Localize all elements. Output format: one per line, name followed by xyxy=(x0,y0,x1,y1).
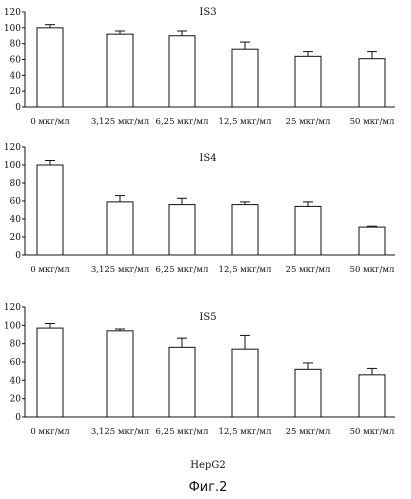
y-tick-label: 100 xyxy=(4,24,21,34)
y-tick-label: 120 xyxy=(4,8,21,18)
y-tick-label: 20 xyxy=(10,395,22,405)
bar xyxy=(232,205,258,255)
category-label: 50 мкг/мл xyxy=(350,265,395,275)
category-label: 25 мкг/мл xyxy=(286,427,331,437)
y-tick-label: 120 xyxy=(4,143,21,153)
chart-panel-is4: IS4 0 20 40 60 80 100 120 0 мкг/мл 3,125 мкг/мл 6,… xyxy=(4,143,395,275)
bar xyxy=(232,49,258,107)
y-tick-label: 40 xyxy=(10,215,22,225)
bar xyxy=(295,56,321,107)
chart-panel-is5: IS5 0 20 40 60 80 100 120 0 мкг/мл 3,125 мкг/мл 6,… xyxy=(4,303,395,437)
y-tick-label: 60 xyxy=(10,56,22,66)
cell-line-label: HepG2 xyxy=(190,460,225,471)
category-label: 6,25 мкг/мл xyxy=(156,265,209,275)
y-tick-label: 60 xyxy=(10,358,22,368)
y-tick-label: 20 xyxy=(10,87,22,97)
category-label: 0 мкг/мл xyxy=(30,117,70,127)
category-label: 6,25 мкг/мл xyxy=(156,117,209,127)
bar xyxy=(107,331,133,417)
category-label: 25 мкг/мл xyxy=(286,117,331,127)
category-label: 3,125 мкг/мл xyxy=(91,265,150,275)
category-label: 0 мкг/мл xyxy=(30,427,70,437)
category-label: 3,125 мкг/мл xyxy=(91,427,150,437)
category-label: 0 мкг/мл xyxy=(30,265,70,275)
y-tick-label: 40 xyxy=(10,376,22,386)
bar xyxy=(107,202,133,255)
bar xyxy=(232,349,258,417)
category-label: 3,125 мкг/мл xyxy=(91,117,150,127)
bar xyxy=(37,28,63,107)
y-tick-label: 60 xyxy=(10,197,22,207)
y-tick-label: 0 xyxy=(15,413,21,423)
chart-panels: IS3 0 20 40 60 80 100 120 0 мкг/мл 3,125 мкг/мл 6,… xyxy=(4,7,395,437)
y-tick-label: 0 xyxy=(15,251,21,261)
y-tick-label: 0 xyxy=(15,103,21,113)
chart-panel-is3: IS3 0 20 40 60 80 100 120 0 мкг/мл 3,125 мкг/мл 6,… xyxy=(4,7,395,127)
bar xyxy=(359,375,385,417)
chart-title: IS3 xyxy=(199,7,216,18)
bar xyxy=(169,347,195,417)
category-label: 12,5 мкг/мл xyxy=(219,117,272,127)
category-label: 6,25 мкг/мл xyxy=(156,427,209,437)
bar xyxy=(169,205,195,255)
category-label: 50 мкг/мл xyxy=(350,117,395,127)
bar xyxy=(359,59,385,107)
y-tick-label: 120 xyxy=(4,303,21,313)
bar xyxy=(295,369,321,417)
y-tick-label: 80 xyxy=(10,340,22,350)
chart-title: IS4 xyxy=(199,153,216,164)
category-label: 12,5 мкг/мл xyxy=(219,265,272,275)
y-tick-label: 100 xyxy=(4,321,21,331)
bar xyxy=(295,206,321,255)
chart-title: IS5 xyxy=(199,312,216,323)
bar xyxy=(169,36,195,107)
bar xyxy=(359,227,385,255)
y-tick-label: 80 xyxy=(10,179,22,189)
bar xyxy=(107,34,133,107)
bar xyxy=(37,328,63,417)
category-label: 25 мкг/мл xyxy=(286,265,331,275)
y-tick-label: 20 xyxy=(10,233,22,243)
figure-caption: Фиг.2 xyxy=(189,480,228,495)
category-label: 12,5 мкг/мл xyxy=(219,427,272,437)
y-tick-label: 100 xyxy=(4,161,21,171)
category-label: 50 мкг/мл xyxy=(350,427,395,437)
bar xyxy=(37,165,63,255)
y-tick-label: 40 xyxy=(10,71,22,81)
y-tick-label: 80 xyxy=(10,40,22,50)
